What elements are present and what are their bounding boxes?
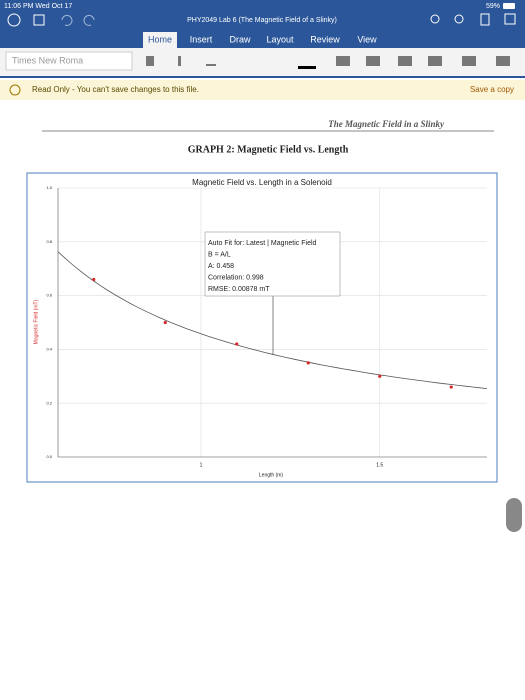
chart-frame	[26, 172, 498, 483]
active-tab	[143, 32, 177, 48]
y-axis-label: Magnetic Field (mT)	[33, 299, 39, 344]
scroll-handle[interactable]	[506, 498, 522, 532]
x-tick-label: 1.5	[376, 462, 383, 468]
fit-curve	[57, 251, 488, 389]
search[interactable]	[454, 14, 464, 24]
page-header: The Magnetic Field in a Slinky	[328, 119, 445, 129]
status-time: 11:06 PM Wed Oct 17	[4, 3, 72, 10]
indent[interactable]	[428, 56, 442, 66]
data-point	[163, 320, 167, 325]
ribbon-tab[interactable]: View	[357, 34, 377, 44]
document-title: PHY2049 Lab 6 (The Magnetic Field of a S…	[187, 17, 337, 24]
ribbon-tab[interactable]: Layout	[266, 34, 294, 44]
annotation-text: Auto Fit for: Latest | Magnetic Field	[208, 240, 317, 247]
format-icons	[146, 56, 510, 69]
share[interactable]	[504, 13, 516, 25]
tell-me[interactable]	[430, 14, 440, 24]
notes[interactable]	[480, 13, 490, 26]
numbering[interactable]	[366, 56, 380, 66]
annotation-box	[204, 231, 341, 297]
x-axis-label: Length (m)	[259, 472, 284, 478]
chart-title: Magnetic Field vs. Length in a Solenoid	[192, 178, 332, 187]
ribbon-tab[interactable]: Insert	[190, 34, 213, 44]
banner-message: Read Only - You can't save changes to th…	[32, 85, 199, 94]
y-tick-label: 0.0	[46, 454, 52, 459]
data-point	[378, 374, 382, 378]
spelling[interactable]	[496, 56, 510, 66]
data-point	[449, 385, 453, 389]
font-box[interactable]	[5, 51, 133, 71]
ribbon-tab[interactable]: Draw	[229, 34, 251, 44]
data-point	[92, 277, 96, 282]
bold[interactable]	[146, 56, 154, 66]
battery-icon	[503, 3, 515, 9]
annotation-text: RMSE: 0.00878 mT	[208, 286, 270, 293]
read-only-banner	[0, 80, 525, 100]
outdent[interactable]	[398, 56, 412, 66]
y-tick-label: 0.8	[46, 239, 52, 244]
y-tick-label: 0.4	[46, 346, 52, 351]
x-tick-label: 1	[200, 462, 203, 468]
battery: 59%	[486, 3, 500, 10]
font-color[interactable]	[298, 66, 316, 69]
font-name[interactable]: Times New Roma	[12, 55, 83, 65]
y-tick-label: 0.6	[46, 293, 52, 298]
save-copy[interactable]: Save a copy	[470, 85, 514, 94]
save-button[interactable]	[33, 14, 45, 26]
annotation-text: A: 0.458	[208, 263, 234, 270]
undo-button[interactable]	[61, 14, 73, 26]
data-point	[306, 361, 310, 365]
annotation-text: B = A/L	[208, 251, 231, 258]
dismiss[interactable]	[9, 84, 21, 96]
ribbon-tab[interactable]: Home	[148, 34, 172, 44]
bullets[interactable]	[336, 56, 350, 66]
ribbon-tab[interactable]: Review	[310, 34, 340, 44]
underline[interactable]	[206, 64, 216, 66]
italic[interactable]	[178, 56, 181, 66]
annotation-text: Correlation: 0.998	[208, 274, 264, 281]
back-button[interactable]	[7, 13, 21, 27]
redo-button[interactable]	[83, 14, 95, 26]
data-point	[235, 342, 239, 346]
styles[interactable]	[462, 56, 476, 66]
y-tick-label: 1.0	[46, 185, 52, 190]
y-tick-label: 0.2	[46, 400, 52, 405]
graph-heading: GRAPH 2: Magnetic Field vs. Length	[188, 144, 349, 155]
